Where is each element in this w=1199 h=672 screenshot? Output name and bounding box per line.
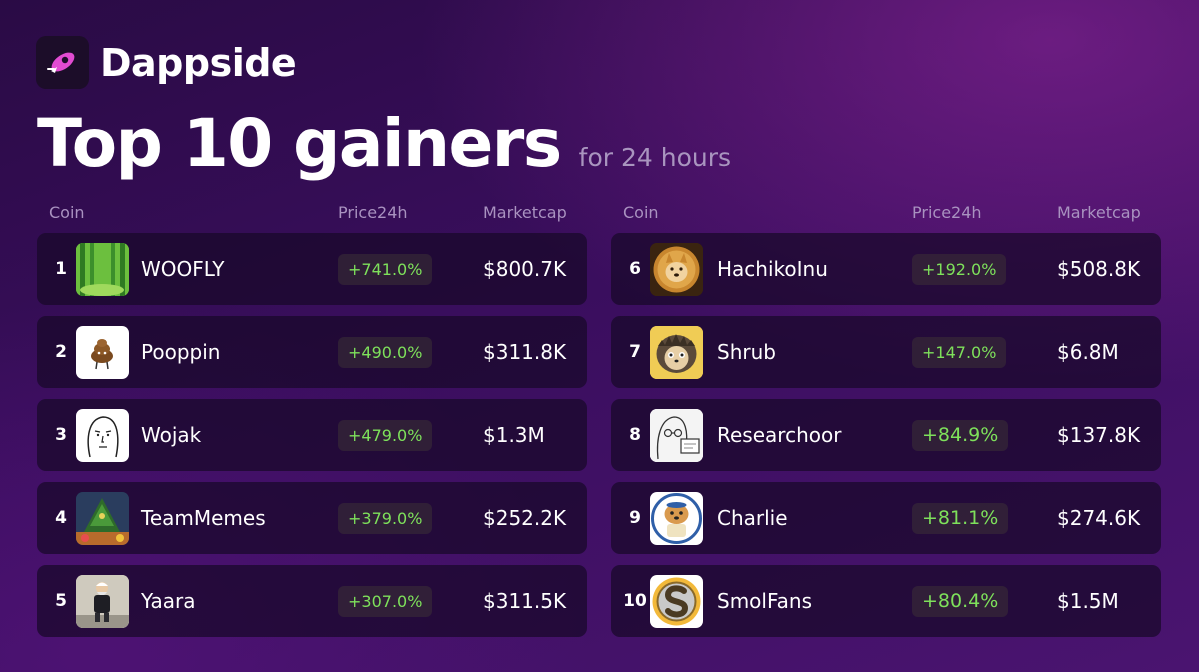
marketcap: $274.6K (1057, 506, 1141, 530)
table-header: Coin Price24h Marketcap (37, 200, 587, 233)
column-header-marketcap: Marketcap (483, 203, 567, 222)
price-change-badge: +479.0% (338, 420, 433, 451)
marketcap: $311.5K (483, 589, 567, 613)
table-row[interactable]: 9 Charlie +81.1% $274.6K (611, 482, 1161, 554)
hachiko-coin-icon (650, 243, 703, 296)
marketcap: $1.5M (1057, 589, 1119, 613)
table-row[interactable]: 8 Researchoor +84.9% $137.8K (611, 399, 1161, 471)
page-title: Top 10 gainers (37, 105, 562, 182)
rank: 8 (629, 425, 641, 445)
price-change-badge: +147.0% (912, 337, 1007, 368)
rank: 1 (55, 259, 67, 279)
price-change-badge: +490.0% (338, 337, 433, 368)
table-row[interactable]: 10 SmolFans +80.4% $1.5M (611, 565, 1161, 637)
coin-name: TeamMemes (141, 506, 266, 530)
column-header-coin: Coin (623, 203, 659, 222)
column-header-price: Price24h (912, 203, 982, 222)
table-row[interactable]: 3 Wojak +479.0% $1.3M (37, 399, 587, 471)
coin-name: HachikoInu (717, 257, 828, 281)
table-header: Coin Price24h Marketcap (611, 200, 1161, 233)
marketcap: $800.7K (483, 257, 567, 281)
table-row[interactable]: 6 HachikoInu +192.0% $508.8K (611, 233, 1161, 305)
teammemes-icon (76, 492, 129, 545)
price-change-badge: +379.0% (338, 503, 433, 534)
rank: 9 (629, 508, 641, 528)
price-change-badge: +80.4% (912, 586, 1009, 617)
price-change-badge: +741.0% (338, 254, 433, 285)
marketcap: $137.8K (1057, 423, 1141, 447)
price-change-badge: +84.9% (912, 420, 1009, 451)
price-change-badge: +192.0% (912, 254, 1007, 285)
headline: Top 10 gainers for 24 hours (37, 104, 731, 184)
price-change-badge: +307.0% (338, 586, 433, 617)
table-row[interactable]: 2 Pooppin +490.0% $311.8K (37, 316, 587, 388)
marketcap: $508.8K (1057, 257, 1141, 281)
rank: 6 (629, 259, 641, 279)
wojak-face-icon (76, 409, 129, 462)
table-row[interactable]: 1 WOOFLY +741.0% $800.7K (37, 233, 587, 305)
hedgehog-icon (650, 326, 703, 379)
coin-name: Researchoor (717, 423, 842, 447)
yaara-icon (76, 575, 129, 628)
rank: 2 (55, 342, 67, 362)
researchoor-icon (650, 409, 703, 462)
price-change-badge: +81.1% (912, 503, 1009, 534)
rank: 7 (629, 342, 641, 362)
gainers-table-right: Coin Price24h Marketcap 6 HachikoInu +19… (611, 200, 1161, 648)
coin-name: Wojak (141, 423, 202, 447)
table-row[interactable]: 5 Yaara +307.0% $311.5K (37, 565, 587, 637)
page-subtitle: for 24 hours (578, 143, 732, 172)
column-header-marketcap: Marketcap (1057, 203, 1141, 222)
charlie-dog-icon (650, 492, 703, 545)
marketcap: $1.3M (483, 423, 545, 447)
marketcap: $252.2K (483, 506, 567, 530)
coin-name: Shrub (717, 340, 776, 364)
table-row[interactable]: 7 Shrub +147.0% $6.8M (611, 316, 1161, 388)
brand: Dappside (36, 36, 297, 89)
rocket-logo-icon (36, 36, 89, 89)
rank: 10 (623, 591, 647, 611)
rank: 3 (55, 425, 67, 445)
rank: 4 (55, 508, 67, 528)
coin-name: Charlie (717, 506, 788, 530)
coin-name: WOOFLY (141, 257, 225, 281)
pooppin-icon (76, 326, 129, 379)
coin-name: Yaara (141, 589, 196, 613)
rank: 5 (55, 591, 67, 611)
marketcap: $311.8K (483, 340, 567, 364)
coin-name: Pooppin (141, 340, 221, 364)
column-header-price: Price24h (338, 203, 408, 222)
smolfans-s-icon (650, 575, 703, 628)
brand-name: Dappside (100, 40, 297, 85)
table-row[interactable]: 4 TeamMemes +379.0% $252.2K (37, 482, 587, 554)
woofly-forest-icon (76, 243, 129, 296)
gainers-table-left: Coin Price24h Marketcap 1 WOOFLY +741.0%… (37, 200, 587, 648)
column-header-coin: Coin (49, 203, 85, 222)
marketcap: $6.8M (1057, 340, 1119, 364)
coin-name: SmolFans (717, 589, 812, 613)
